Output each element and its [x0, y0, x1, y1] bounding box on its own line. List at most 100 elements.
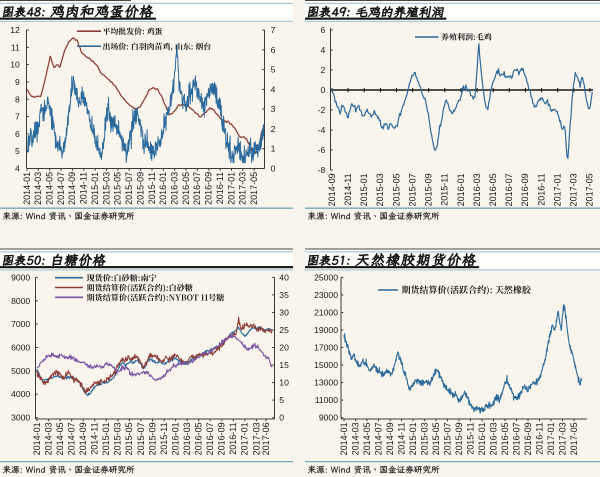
- svg-text:-6: -6: [318, 145, 326, 155]
- svg-text:25: 25: [279, 325, 289, 335]
- svg-text:25000: 25000: [314, 272, 338, 282]
- svg-text:2015-09: 2015-09: [424, 173, 434, 206]
- svg-text:2015-03: 2015-03: [375, 173, 385, 206]
- svg-text:2015-01: 2015-01: [90, 172, 100, 205]
- svg-text:2017-05: 2017-05: [569, 422, 579, 455]
- svg-text:10: 10: [279, 378, 289, 388]
- svg-text:4: 4: [321, 45, 326, 55]
- svg-text:9: 9: [15, 77, 20, 87]
- svg-text:11000: 11000: [315, 395, 338, 405]
- svg-text:2015-11: 2015-11: [159, 422, 169, 454]
- svg-text:35: 35: [279, 290, 289, 300]
- svg-text:2017-03: 2017-03: [238, 172, 248, 205]
- svg-text:2016-01: 2016-01: [170, 422, 180, 455]
- svg-text:2017-03: 2017-03: [569, 173, 579, 206]
- svg-text:2014-03: 2014-03: [33, 172, 43, 205]
- svg-text:1: 1: [271, 144, 276, 154]
- svg-text:2014-09: 2014-09: [327, 173, 337, 206]
- svg-text:2015-07: 2015-07: [442, 422, 452, 455]
- svg-text:2015-03: 2015-03: [101, 172, 111, 205]
- svg-text:2: 2: [271, 124, 276, 134]
- svg-text:2015-09: 2015-09: [147, 422, 157, 455]
- svg-text:8000: 8000: [11, 296, 30, 306]
- svg-text:2015-05: 2015-05: [124, 422, 134, 455]
- svg-text:2016-07: 2016-07: [504, 173, 514, 206]
- svg-text:2014-05: 2014-05: [362, 422, 372, 455]
- svg-text:21000: 21000: [314, 307, 338, 317]
- svg-text:2015-03: 2015-03: [113, 422, 123, 455]
- svg-text:2017-03: 2017-03: [251, 422, 261, 455]
- svg-text:2015-09: 2015-09: [135, 172, 145, 205]
- svg-text:2014-03: 2014-03: [350, 422, 360, 455]
- svg-text:2015-11: 2015-11: [147, 172, 157, 204]
- svg-text:-4: -4: [318, 125, 326, 135]
- svg-text:2016-07: 2016-07: [205, 422, 215, 455]
- svg-text:-2: -2: [318, 105, 326, 115]
- svg-text:2014-09: 2014-09: [78, 422, 88, 455]
- svg-text:7000: 7000: [11, 319, 30, 329]
- svg-text:2016-11: 2016-11: [534, 422, 544, 454]
- svg-text:0: 0: [271, 164, 276, 174]
- svg-text:2015-07: 2015-07: [124, 172, 134, 205]
- svg-text:2014-09: 2014-09: [385, 422, 395, 455]
- svg-text:2: 2: [321, 65, 326, 75]
- svg-text:4: 4: [271, 84, 276, 94]
- svg-text:2015-05: 2015-05: [113, 172, 123, 205]
- svg-text:2014-11: 2014-11: [343, 173, 353, 205]
- svg-text:5: 5: [15, 146, 20, 156]
- svg-text:2014-05: 2014-05: [55, 422, 65, 455]
- svg-text:2016-09: 2016-09: [204, 172, 214, 205]
- svg-text:13000: 13000: [314, 378, 338, 388]
- svg-text:2014-09: 2014-09: [67, 172, 77, 205]
- svg-text:2017-05: 2017-05: [585, 173, 595, 206]
- svg-text:4: 4: [15, 164, 20, 174]
- svg-text:2017-05: 2017-05: [249, 172, 259, 205]
- svg-text:40: 40: [279, 272, 289, 282]
- svg-text:5000: 5000: [11, 366, 30, 376]
- svg-text:2014-11: 2014-11: [90, 422, 100, 454]
- svg-text:-8: -8: [318, 165, 326, 175]
- svg-text:10: 10: [10, 60, 20, 70]
- svg-text:2016-07: 2016-07: [511, 422, 521, 455]
- svg-text:2016-11: 2016-11: [536, 173, 546, 205]
- svg-text:2014-07: 2014-07: [373, 422, 383, 455]
- svg-text:2015-01: 2015-01: [101, 422, 111, 455]
- svg-text:2015-05: 2015-05: [431, 422, 441, 455]
- svg-text:2017-01: 2017-01: [240, 422, 250, 455]
- svg-text:20: 20: [279, 343, 289, 353]
- svg-text:2016-05: 2016-05: [194, 422, 204, 455]
- svg-text:7: 7: [271, 25, 276, 35]
- svg-text:2014-01: 2014-01: [32, 422, 42, 455]
- svg-text:2015-11: 2015-11: [465, 422, 475, 454]
- svg-text:2016-03: 2016-03: [488, 422, 498, 455]
- svg-text:2017-06: 2017-06: [261, 422, 271, 455]
- svg-text:2017-01: 2017-01: [226, 172, 236, 205]
- svg-text:2016-11: 2016-11: [215, 172, 225, 204]
- svg-text:3000: 3000: [11, 413, 30, 423]
- svg-text:2015-09: 2015-09: [454, 422, 464, 455]
- svg-text:2015-07: 2015-07: [407, 173, 417, 206]
- svg-text:19000: 19000: [314, 325, 338, 335]
- svg-text:2016-09: 2016-09: [520, 173, 530, 206]
- svg-text:17000: 17000: [314, 343, 338, 353]
- svg-text:2015-03: 2015-03: [419, 422, 429, 455]
- svg-text:2016-01: 2016-01: [158, 172, 168, 205]
- svg-text:6000: 6000: [11, 343, 30, 353]
- svg-text:2017-01: 2017-01: [553, 173, 563, 206]
- svg-text:30: 30: [279, 307, 289, 317]
- svg-text:9000: 9000: [319, 413, 338, 423]
- svg-text:2016-01: 2016-01: [456, 173, 466, 206]
- svg-text:2016-09: 2016-09: [217, 422, 227, 455]
- svg-text:2016-05: 2016-05: [488, 173, 498, 206]
- svg-text:2014-01: 2014-01: [339, 422, 349, 455]
- svg-text:2015-11: 2015-11: [440, 173, 450, 205]
- svg-text:2014-11: 2014-11: [396, 422, 406, 454]
- svg-text:2014-01: 2014-01: [22, 172, 32, 205]
- svg-text:7: 7: [15, 112, 20, 122]
- svg-text:2014-07: 2014-07: [67, 422, 77, 455]
- svg-text:2014-05: 2014-05: [45, 172, 55, 205]
- svg-text:15: 15: [279, 360, 289, 370]
- svg-text:2016-07: 2016-07: [192, 172, 202, 205]
- svg-text:6: 6: [271, 45, 276, 55]
- svg-text:23000: 23000: [314, 290, 338, 300]
